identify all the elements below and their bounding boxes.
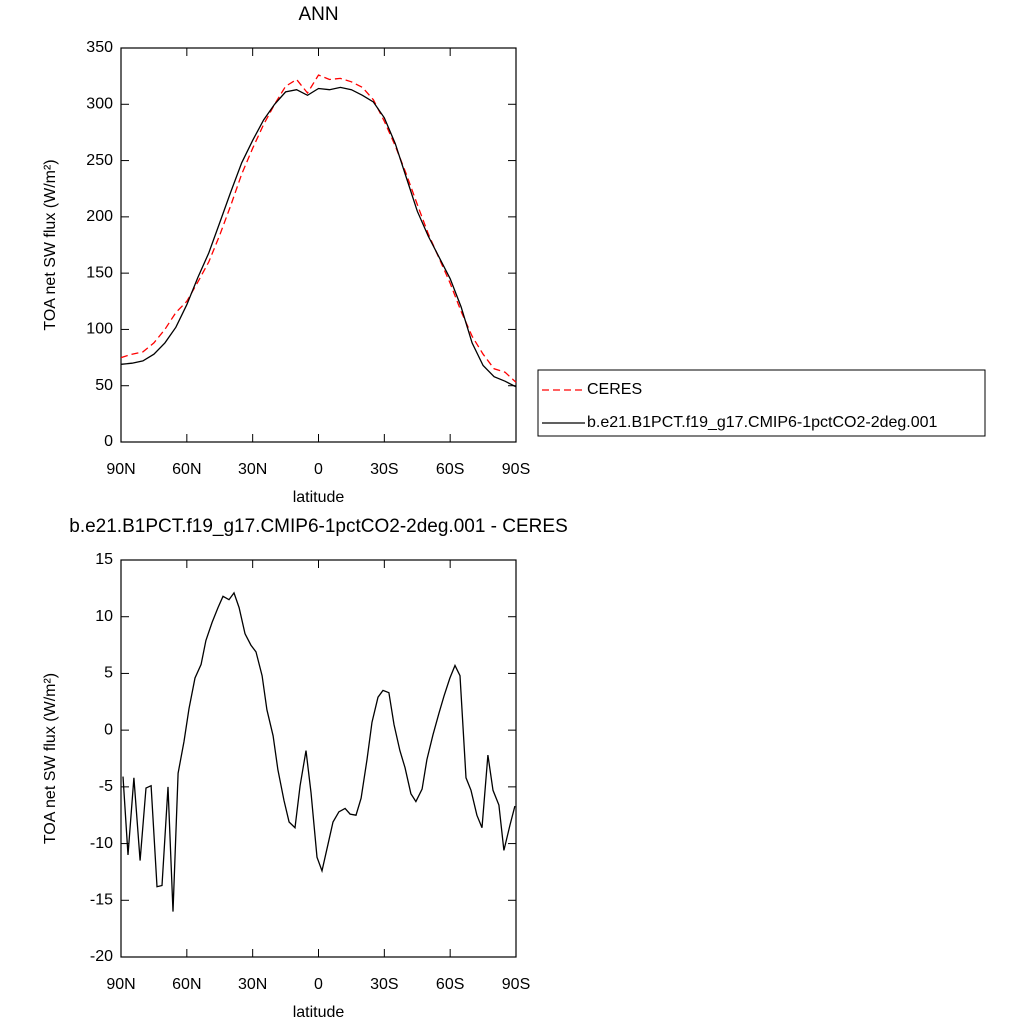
x-tick-label: 30S — [370, 461, 398, 478]
x-axis-label: latitude — [293, 1004, 345, 1021]
y-tick-label: 250 — [86, 152, 113, 169]
y-tick-label: 10 — [95, 608, 113, 625]
legend-box — [537, 369, 986, 437]
legend: CERES b.e21.B1PCT.f19_g17.CMIP6-1pctCO2-2… — [537, 369, 986, 437]
x-tick-label: 30N — [238, 461, 267, 478]
y-tick-label: 350 — [86, 39, 113, 56]
x-tick-label: 0 — [314, 976, 323, 993]
x-tick-label: 0 — [314, 461, 323, 478]
y-tick-label: 200 — [86, 208, 113, 225]
x-tick-label: 90S — [502, 976, 530, 993]
data-line — [122, 591, 516, 912]
y-tick-label: 300 — [86, 96, 113, 113]
y-tick-label: 15 — [95, 551, 113, 568]
x-tick-label: 30N — [238, 976, 267, 993]
x-tick-label: 60S — [436, 976, 464, 993]
chart-title: b.e21.B1PCT.f19_g17.CMIP6-1pctCO2-2deg.0… — [69, 516, 568, 537]
y-tick-label: 100 — [86, 321, 113, 338]
y-tick-label: -5 — [99, 778, 113, 795]
chart-title: ANN — [298, 4, 338, 25]
data-line — [120, 74, 517, 383]
x-tick-label: 90N — [106, 976, 135, 993]
x-tick-label: 60N — [172, 461, 201, 478]
x-tick-label: 30S — [370, 976, 398, 993]
x-tick-label: 60S — [436, 461, 464, 478]
y-tick-label: -20 — [90, 948, 113, 965]
y-tick-label: 150 — [86, 264, 113, 281]
x-tick-label: 60N — [172, 976, 201, 993]
x-tick-label: 90N — [106, 461, 135, 478]
y-axis-label: TOA net SW flux (W/m²) — [42, 159, 59, 330]
legend-label: CERES — [587, 381, 642, 398]
data-line — [120, 86, 517, 388]
y-tick-label: 0 — [104, 721, 113, 738]
y-axis-label: TOA net SW flux (W/m²) — [42, 673, 59, 844]
y-tick-label: -15 — [90, 892, 113, 909]
legend-label: b.e21.B1PCT.f19_g17.CMIP6-1pctCO2-2deg.0… — [587, 414, 938, 431]
x-axis-label: latitude — [293, 489, 345, 506]
y-tick-label: 5 — [104, 665, 113, 682]
y-tick-label: -10 — [90, 835, 113, 852]
y-tick-label: 0 — [104, 433, 113, 450]
y-tick-label: 50 — [95, 377, 113, 394]
plot-frame — [120, 47, 517, 443]
x-tick-label: 90S — [502, 461, 530, 478]
